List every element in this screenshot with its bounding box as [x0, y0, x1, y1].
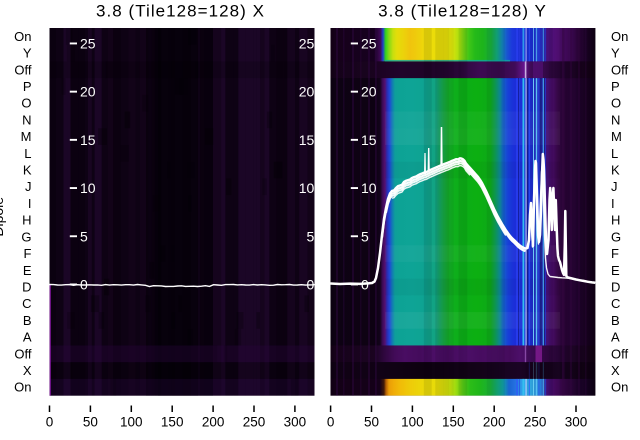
svg-text:Y: Y: [611, 46, 620, 61]
svg-text:H: H: [22, 213, 31, 228]
svg-text:D: D: [611, 280, 620, 295]
svg-text:0: 0: [307, 277, 315, 293]
svg-text:3.8 (Tile128=128) Y: 3.8 (Tile128=128) Y: [378, 1, 547, 20]
svg-text:0: 0: [361, 277, 369, 293]
svg-text:Dipole: Dipole: [0, 197, 6, 237]
svg-text:N: N: [611, 112, 620, 127]
svg-text:X: X: [611, 363, 620, 378]
svg-text:M: M: [611, 129, 622, 144]
svg-text:300: 300: [284, 414, 307, 429]
svg-text:A: A: [23, 330, 32, 345]
svg-text:50: 50: [83, 414, 98, 429]
svg-text:5: 5: [307, 228, 315, 244]
svg-text:On: On: [14, 380, 31, 395]
svg-text:G: G: [21, 229, 31, 244]
svg-text:150: 150: [442, 414, 465, 429]
svg-text:B: B: [23, 313, 32, 328]
svg-text:B: B: [611, 313, 620, 328]
svg-text:15: 15: [80, 132, 96, 148]
svg-text:J: J: [611, 179, 618, 194]
svg-text:M: M: [21, 129, 32, 144]
svg-text:L: L: [611, 146, 618, 161]
svg-text:D: D: [22, 280, 31, 295]
svg-text:0: 0: [80, 277, 88, 293]
svg-text:100: 100: [120, 414, 143, 429]
svg-text:C: C: [22, 296, 31, 311]
svg-text:E: E: [23, 263, 32, 278]
svg-text:200: 200: [202, 414, 225, 429]
svg-text:0: 0: [46, 414, 54, 429]
svg-text:25: 25: [80, 36, 96, 52]
svg-text:C: C: [611, 296, 620, 311]
svg-text:L: L: [24, 146, 31, 161]
svg-text:25: 25: [299, 36, 315, 52]
svg-text:20: 20: [299, 84, 315, 100]
svg-text:25: 25: [361, 36, 377, 52]
svg-text:10: 10: [361, 180, 377, 196]
svg-text:P: P: [611, 79, 620, 94]
svg-text:100: 100: [401, 414, 424, 429]
svg-text:A: A: [611, 330, 620, 345]
svg-text:5: 5: [361, 228, 369, 244]
svg-text:F: F: [24, 246, 32, 261]
svg-text:5: 5: [80, 228, 88, 244]
svg-text:250: 250: [243, 414, 266, 429]
svg-text:10: 10: [80, 180, 96, 196]
svg-text:Y: Y: [23, 46, 32, 61]
svg-text:0: 0: [327, 414, 335, 429]
svg-text:N: N: [22, 112, 31, 127]
svg-text:On: On: [611, 380, 628, 395]
svg-text:Off: Off: [611, 346, 628, 361]
svg-text:G: G: [611, 229, 621, 244]
svg-text:K: K: [23, 163, 32, 178]
svg-text:10: 10: [299, 180, 315, 196]
svg-text:J: J: [25, 179, 32, 194]
svg-text:250: 250: [524, 414, 547, 429]
svg-text:P: P: [23, 79, 32, 94]
svg-text:300: 300: [565, 414, 588, 429]
svg-text:Off: Off: [14, 346, 31, 361]
svg-text:200: 200: [483, 414, 506, 429]
svg-text:I: I: [28, 196, 32, 211]
svg-text:15: 15: [361, 132, 377, 148]
svg-text:50: 50: [364, 414, 379, 429]
svg-text:3.8 (Tile128=128) X: 3.8 (Tile128=128) X: [96, 1, 265, 20]
svg-text:Off: Off: [611, 62, 628, 77]
svg-text:On: On: [14, 29, 31, 44]
svg-text:O: O: [611, 96, 621, 111]
svg-text:20: 20: [361, 84, 377, 100]
svg-text:15: 15: [299, 132, 315, 148]
svg-text:I: I: [611, 196, 615, 211]
svg-text:150: 150: [161, 414, 184, 429]
svg-text:K: K: [611, 163, 620, 178]
svg-text:O: O: [21, 96, 31, 111]
svg-text:E: E: [611, 263, 620, 278]
svg-text:On: On: [611, 29, 628, 44]
svg-text:H: H: [611, 213, 620, 228]
svg-text:Off: Off: [14, 62, 31, 77]
svg-text:20: 20: [80, 84, 96, 100]
svg-text:X: X: [23, 363, 32, 378]
svg-text:F: F: [611, 246, 619, 261]
